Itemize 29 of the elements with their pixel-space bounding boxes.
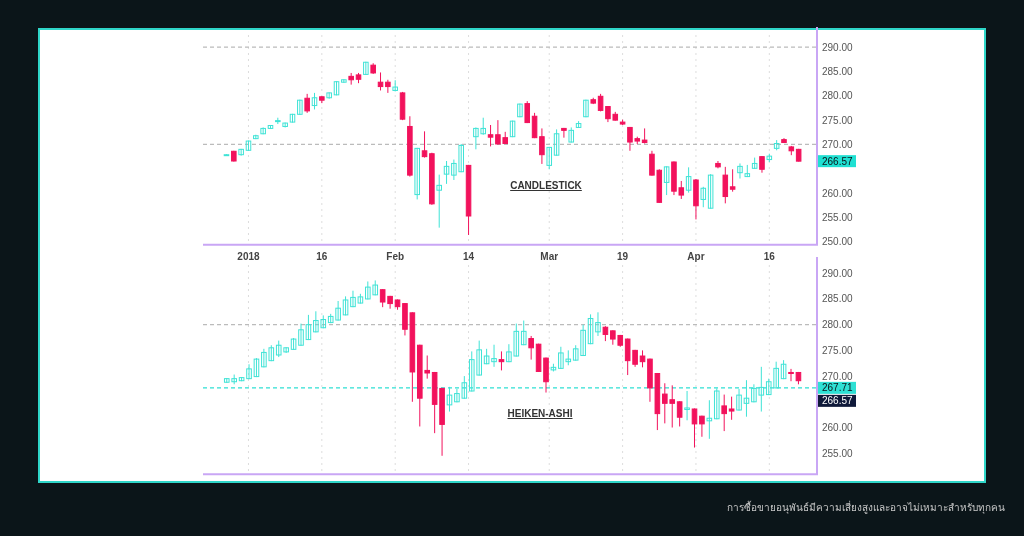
y-tick-label: 270.00 — [822, 370, 854, 382]
y-tick-label: 255.00 — [822, 211, 854, 223]
x-tick-label: 14 — [462, 250, 475, 262]
y-tick-label: 290.00 — [822, 267, 854, 279]
text: 266.57 — [822, 395, 854, 407]
text: HEIKEN-ASHI — [507, 408, 573, 419]
y-tick-label: 260.00 — [822, 187, 854, 199]
text: CANDLESTICK — [510, 180, 583, 191]
y-tick-label: 285.00 — [822, 65, 854, 77]
x-tick-label: Mar — [540, 250, 559, 262]
y-tick-label: 285.00 — [822, 293, 854, 305]
y-tick-label: 275.00 — [822, 114, 854, 126]
x-tick-label: 19 — [617, 250, 629, 262]
x-tick-label: Apr — [687, 250, 705, 262]
ref-line-label: 267.71 — [822, 382, 854, 394]
text: 266.57 — [822, 155, 854, 167]
x-tick-label: 2018 — [237, 250, 261, 262]
x-tick-label: Feb — [386, 250, 405, 262]
y-tick-label: 275.00 — [822, 344, 854, 356]
y-tick-label: 250.00 — [822, 236, 854, 248]
y-tick-label: 290.00 — [822, 41, 854, 53]
x-tick-label: 16 — [763, 250, 776, 262]
text: การซื้อขายอนุพันธ์มีความเสี่ยงสูงและอาจไม่เหมาะสำหรับทุกคน — [727, 500, 1005, 514]
y-tick-label: 260.00 — [822, 422, 854, 433]
y-tick-label: 280.00 — [822, 90, 854, 102]
y-tick-label: 255.00 — [822, 447, 854, 459]
y-tick-label: 280.00 — [822, 319, 854, 331]
x-tick-label: 16 — [316, 250, 328, 262]
y-tick-label: 270.00 — [822, 138, 854, 150]
